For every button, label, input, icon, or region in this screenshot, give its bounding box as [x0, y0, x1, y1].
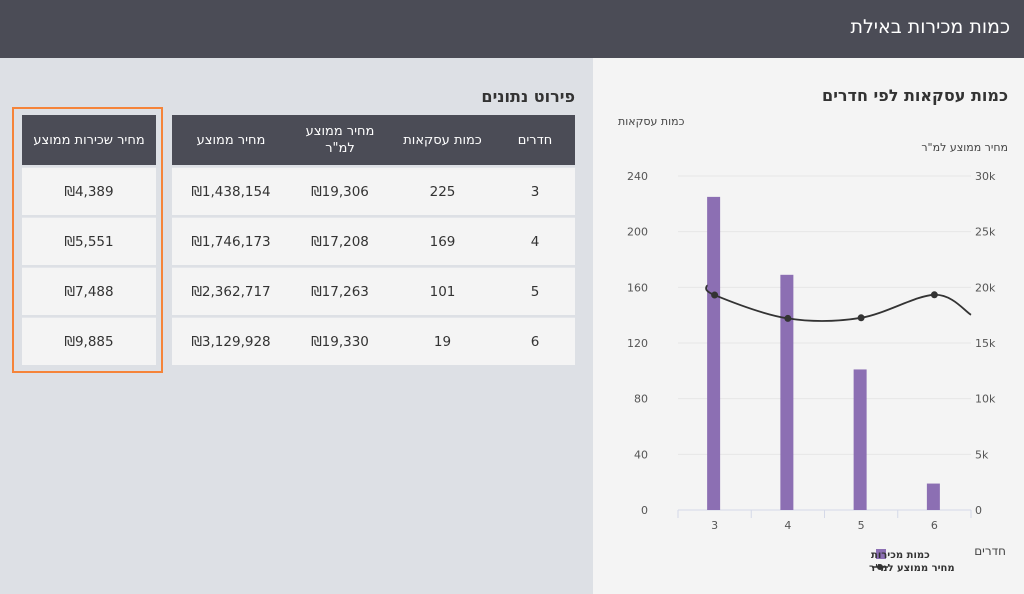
line-point [930, 291, 938, 299]
cell-avg-rent: ₪9,885 [22, 317, 156, 365]
y-tick-label: 0 [641, 504, 648, 517]
cell-avg-price: ₪2,362,717 [172, 267, 290, 315]
col-avg-rent: מחיר שכירות ממוצע [22, 115, 156, 165]
table-row: ₪7,488 [22, 267, 156, 315]
cell-rooms: 3 [495, 167, 575, 215]
rent-highlight-box [12, 107, 163, 373]
col-rooms: חדרים [495, 115, 575, 165]
cell-rooms: 4 [495, 217, 575, 265]
cell-avg-rent: ₪7,488 [22, 267, 156, 315]
y2-axis-title: מחיר ממוצע למ"ר [921, 141, 1008, 154]
chart-legend: כמות מכירות מחיר ממוצע למ"ר [869, 549, 955, 574]
rent-table: מחיר שכירות ממוצע ₪4,389 ₪5,551 ₪7,488 ₪… [22, 113, 156, 367]
y2-tick-label: 5k [975, 448, 989, 461]
y2-tick-label: 30k [975, 170, 996, 183]
x-tick-label: 4 [784, 519, 791, 532]
y-tick-label: 240 [627, 170, 648, 183]
legend-swatch-bars [876, 549, 886, 559]
y-axis-title: כמות עסקאות [618, 115, 685, 128]
col-avg-price: מחיר ממוצע [172, 115, 290, 165]
details-header-row: חדרים כמות עסקאות מחיר ממוצע למ"ר מחיר מ… [172, 115, 575, 165]
y2-tick-label: 15k [975, 337, 996, 350]
cell-avg-price-sqm: ₪19,306 [290, 167, 390, 215]
page-title: כמות מכירות באילת [850, 16, 1010, 38]
line-point [784, 314, 792, 322]
col-transactions: כמות עסקאות [390, 115, 495, 165]
cell-avg-price-sqm: ₪17,263 [290, 267, 390, 315]
y2-tick-label: 25k [975, 226, 996, 239]
line-series-path [705, 284, 972, 322]
table-row: ₪4,389 [22, 167, 156, 215]
line-point [857, 314, 865, 322]
cell-avg-price: ₪1,438,154 [172, 167, 290, 215]
x-tick-label: 3 [711, 519, 718, 532]
cell-avg-price-sqm: ₪17,208 [290, 217, 390, 265]
cell-transactions: 19 [390, 317, 495, 365]
bar [707, 196, 721, 510]
table-row: ₪9,885 [22, 317, 156, 365]
cell-rooms: 5 [495, 267, 575, 315]
cell-rooms: 6 [495, 317, 575, 365]
y2-tick-label: 10k [975, 393, 996, 406]
chart-panel: כמות עסקאות לפי חדרים כמות עסקאות מחיר מ… [593, 58, 1024, 594]
top-bar: כמות מכירות באילת [0, 0, 1024, 58]
table-row: ₪5,551 [22, 217, 156, 265]
cell-avg-rent: ₪5,551 [22, 217, 156, 265]
cell-avg-price-sqm: ₪19,330 [290, 317, 390, 365]
y2-tick-label: 20k [975, 281, 996, 294]
table-row: 6 19 ₪19,330 ₪3,129,928 [172, 317, 575, 365]
legend-label-line: מחיר ממוצע למ"ר [869, 563, 955, 574]
bar [926, 483, 940, 510]
y-tick-label: 160 [627, 281, 648, 294]
chart-title: כמות עסקאות לפי חדרים [822, 86, 1008, 105]
cell-transactions: 169 [390, 217, 495, 265]
y2-tick-label: 0 [975, 504, 982, 517]
rent-header-row: מחיר שכירות ממוצע [22, 115, 156, 165]
x-tick-label: 5 [858, 519, 865, 532]
x-tick-label: 6 [931, 519, 938, 532]
details-title: פירוט נתונים [481, 87, 575, 106]
y-tick-label: 40 [634, 448, 648, 461]
y-tick-label: 120 [627, 337, 648, 350]
y-tick-label: 200 [627, 226, 648, 239]
cell-transactions: 101 [390, 267, 495, 315]
cell-transactions: 225 [390, 167, 495, 215]
details-table: חדרים כמות עסקאות מחיר ממוצע למ"ר מחיר מ… [172, 113, 575, 367]
table-row: 3 225 ₪19,306 ₪1,438,154 [172, 167, 575, 215]
x-axis-title: חדרים [974, 544, 1006, 558]
bar [780, 274, 794, 510]
table-row: 5 101 ₪17,263 ₪2,362,717 [172, 267, 575, 315]
col-avg-price-sqm: מחיר ממוצע למ"ר [290, 115, 390, 165]
legend-marker-icon [877, 564, 883, 570]
table-row: 4 169 ₪17,208 ₪1,746,173 [172, 217, 575, 265]
cell-avg-price: ₪3,129,928 [172, 317, 290, 365]
y-tick-label: 80 [634, 393, 648, 406]
line-point [711, 291, 719, 299]
legend-label-bars: כמות מכירות [871, 550, 930, 561]
bar [853, 369, 867, 510]
cell-avg-rent: ₪4,389 [22, 167, 156, 215]
cell-avg-price: ₪1,746,173 [172, 217, 290, 265]
